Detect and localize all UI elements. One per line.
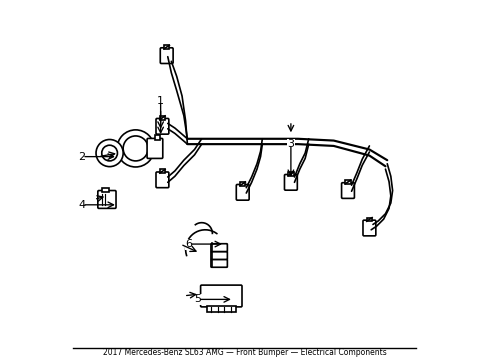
Circle shape bbox=[117, 130, 154, 167]
Text: 1: 1 bbox=[157, 96, 164, 106]
FancyBboxPatch shape bbox=[147, 139, 163, 158]
FancyBboxPatch shape bbox=[98, 190, 116, 208]
Text: 4: 4 bbox=[79, 200, 85, 210]
FancyBboxPatch shape bbox=[284, 175, 297, 190]
Circle shape bbox=[102, 145, 117, 161]
Text: 2017 Mercedes-Benz SL63 AMG — Front Bumper — Electrical Components: 2017 Mercedes-Benz SL63 AMG — Front Bump… bbox=[102, 348, 386, 357]
FancyBboxPatch shape bbox=[210, 244, 227, 252]
FancyBboxPatch shape bbox=[156, 118, 168, 134]
Bar bbox=[163, 45, 169, 49]
FancyBboxPatch shape bbox=[160, 48, 173, 63]
FancyBboxPatch shape bbox=[362, 220, 375, 236]
Bar bbox=[240, 182, 245, 185]
Text: 3: 3 bbox=[287, 139, 294, 149]
Circle shape bbox=[96, 140, 123, 167]
FancyBboxPatch shape bbox=[210, 252, 227, 260]
FancyBboxPatch shape bbox=[341, 183, 354, 198]
Text: 6: 6 bbox=[185, 239, 192, 249]
Bar bbox=[155, 135, 159, 140]
Bar bbox=[102, 188, 109, 192]
FancyBboxPatch shape bbox=[156, 172, 168, 188]
Bar bbox=[366, 218, 371, 221]
Bar bbox=[345, 180, 350, 184]
Bar bbox=[160, 116, 165, 120]
Text: 2: 2 bbox=[79, 152, 85, 162]
Bar bbox=[287, 172, 293, 176]
FancyBboxPatch shape bbox=[236, 184, 248, 200]
FancyBboxPatch shape bbox=[210, 260, 227, 267]
Bar bbox=[206, 306, 235, 312]
FancyBboxPatch shape bbox=[200, 285, 242, 307]
Text: 5: 5 bbox=[194, 294, 201, 305]
Bar bbox=[160, 170, 165, 173]
Circle shape bbox=[123, 136, 148, 161]
